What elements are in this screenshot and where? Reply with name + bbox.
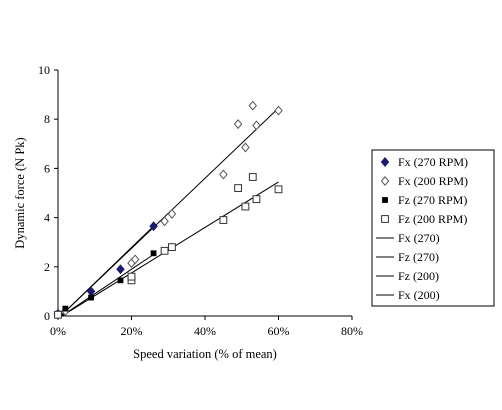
data-point: [248, 173, 257, 181]
legend-label: Fz (200 RPM): [398, 212, 467, 226]
data-point: [149, 221, 158, 232]
legend-label: Fx (200): [398, 288, 440, 302]
y-tick-label: 10: [38, 63, 50, 77]
data-point: [127, 272, 136, 281]
data-point: [252, 195, 261, 204]
trendline: [57, 254, 154, 319]
data-point: [88, 294, 94, 301]
legend-marker: [382, 197, 388, 203]
x-tick-label: 40%: [194, 324, 216, 338]
data-point: [233, 119, 243, 130]
data-point: [160, 216, 169, 227]
plot-layer: 0 2 4 6 8 10 0% 20% 40% 60% 80%: [38, 63, 363, 338]
data-point: [160, 246, 169, 255]
x-tick-label: 20%: [121, 324, 143, 338]
data-point: [234, 184, 242, 192]
legend-label: Fx (270 RPM): [398, 155, 468, 169]
y-tick-label: 8: [44, 112, 50, 126]
x-tick-label: 0%: [50, 324, 66, 338]
data-point: [219, 216, 228, 224]
data-point: [219, 169, 228, 180]
data-point: [168, 243, 176, 252]
y-axis-title: Dynamic force (N Pk): [13, 137, 27, 248]
x-tick-label: 80%: [341, 324, 363, 338]
data-point: [62, 305, 69, 312]
data-point: [116, 264, 125, 275]
y-tick-label: 2: [44, 260, 50, 274]
data-point: [117, 277, 124, 284]
legend-label: Fz (270 RPM): [398, 193, 467, 207]
legend-label: Fz (200): [398, 269, 439, 283]
data-point: [241, 142, 250, 153]
legend-box: [371, 149, 495, 307]
data-point: [274, 105, 283, 116]
y-tick-label: 6: [44, 161, 50, 175]
data-point: [241, 202, 250, 211]
data-point: [248, 100, 258, 111]
legend: Fx (270 RPM) Fx (200 RPM) Fz (270 RPM) Fz (…: [371, 149, 495, 307]
data-point: [274, 185, 283, 194]
legend-marker: [380, 176, 390, 186]
legend-marker: [380, 157, 390, 167]
data-point: [252, 120, 261, 131]
legend-label: Fx (270): [398, 231, 440, 245]
data-point: [54, 310, 62, 319]
y-tick-label: 4: [44, 211, 50, 225]
data-point: [167, 208, 177, 219]
legend-label: Fx (200 RPM): [398, 174, 468, 188]
legend-label: Fz (270): [398, 250, 439, 264]
x-tick-label: 60%: [268, 324, 290, 338]
legend-marker: [381, 215, 389, 223]
y-tick-label: 0: [44, 309, 50, 323]
data-point: [130, 254, 140, 265]
x-axis-title: Speed variation (% of mean): [133, 347, 277, 361]
data-point: [150, 250, 157, 257]
